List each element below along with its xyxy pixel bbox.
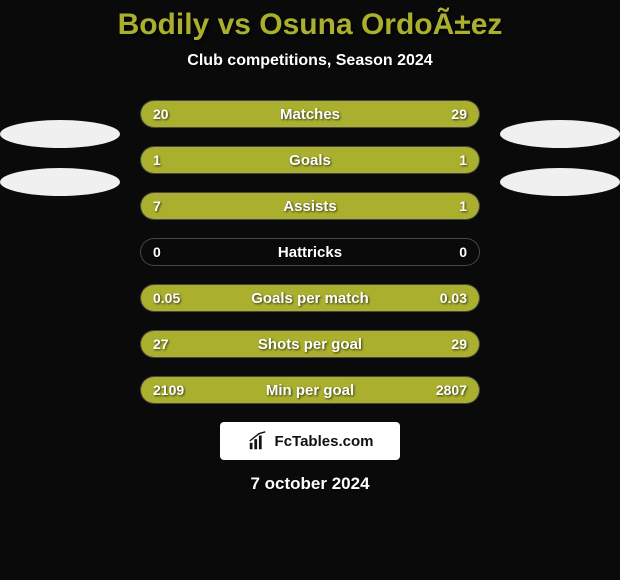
player-photo-placeholder (0, 120, 120, 148)
brand-text: FcTables.com (275, 433, 374, 450)
stat-label: Assists (141, 193, 479, 219)
stat-row: 00Hattricks (140, 238, 480, 266)
stat-label: Hattricks (141, 239, 479, 265)
stat-label: Min per goal (141, 377, 479, 403)
page-title: Bodily vs Osuna OrdoÃ±ez (0, 0, 620, 42)
player-photo-placeholder (500, 168, 620, 196)
player-right-placeholder (500, 120, 620, 216)
player-photo-placeholder (0, 168, 120, 196)
stat-row: 71Assists (140, 192, 480, 220)
player-left-placeholder (0, 120, 120, 216)
stat-label: Goals (141, 147, 479, 173)
stat-label: Goals per match (141, 285, 479, 311)
stats-container: 2029Matches 11Goals 71Assists 00Hattricks 0.… (140, 100, 480, 404)
stat-row: 11Goals (140, 146, 480, 174)
stat-label: Matches (141, 101, 479, 127)
brand-badge: FcTables.com (220, 422, 400, 460)
chart-icon (247, 430, 269, 452)
stat-row: 2029Matches (140, 100, 480, 128)
stat-row: 21092807Min per goal (140, 376, 480, 404)
player-photo-placeholder (500, 120, 620, 148)
stat-row: 0.050.03Goals per match (140, 284, 480, 312)
subtitle: Club competitions, Season 2024 (0, 52, 620, 70)
stat-label: Shots per goal (141, 331, 479, 357)
stat-row: 2729Shots per goal (140, 330, 480, 358)
date: 7 october 2024 (0, 474, 620, 494)
